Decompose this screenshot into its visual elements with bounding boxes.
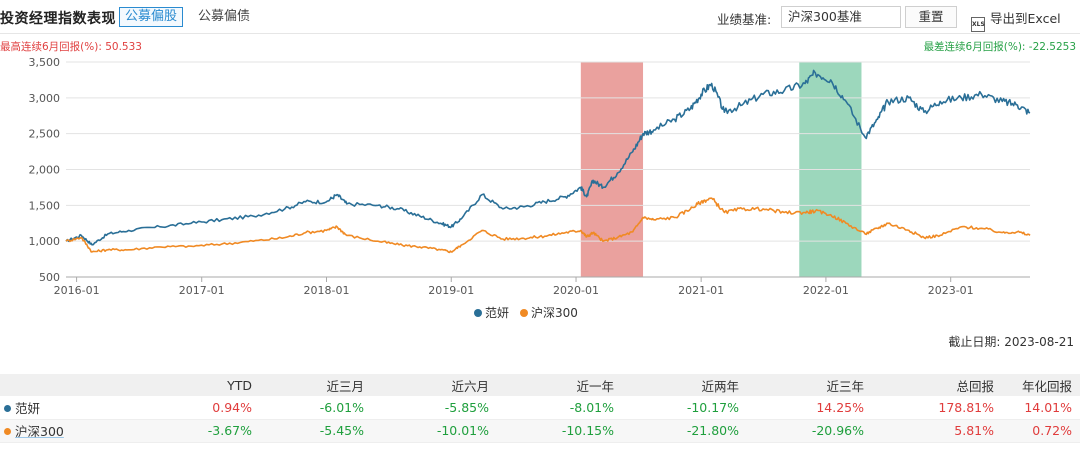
x-tick-label: 2017-01 <box>179 284 225 297</box>
col-header-annualized: 年化回报 <box>1002 374 1080 396</box>
return-cell: 178.81% <box>872 396 1002 420</box>
y-tick-label: 3,000 <box>29 92 61 105</box>
page-header: 投资经理指数表现 公募偏股 公募偏债 业绩基准: 沪深300基准 重置 XLS 导… <box>0 0 1080 34</box>
export-excel-button[interactable]: XLS 导出到Excel <box>971 8 1061 32</box>
row-name-cell: 沪深300 <box>0 419 150 443</box>
col-header-3m: 近三月 <box>260 374 372 396</box>
return-cell: -10.01% <box>372 419 497 443</box>
col-header-1y: 近一年 <box>497 374 622 396</box>
x-tick-label: 2018-01 <box>304 284 350 297</box>
tab-equity-funds[interactable]: 公募偏股 <box>119 7 184 27</box>
return-cell: -5.85% <box>372 396 497 420</box>
benchmark-select[interactable]: 沪深300基准 <box>781 6 901 28</box>
return-cell: -5.45% <box>260 419 372 443</box>
x-tick-label: 2016-01 <box>54 284 100 297</box>
return-cell: -10.17% <box>622 396 747 420</box>
col-header-total: 总回报 <box>872 374 1002 396</box>
table-row: 范妍 0.94% -6.01% -5.85% -8.01% -10.17% 14.25% 17… <box>0 396 1080 420</box>
return-cell: -20.96% <box>747 419 872 443</box>
series-line-1 <box>65 197 1031 254</box>
benchmark-label: 业绩基准: <box>717 12 772 27</box>
y-tick-label: 1,500 <box>29 199 61 212</box>
legend-label-1: 沪深300 <box>531 306 578 320</box>
x-tick-label: 2022-01 <box>803 284 849 297</box>
y-tick-label: 3,500 <box>29 56 61 69</box>
x-tick-label: 2019-01 <box>428 284 474 297</box>
col-header-3y: 近三年 <box>747 374 872 396</box>
y-tick-label: 500 <box>39 271 60 284</box>
col-header-2y: 近两年 <box>622 374 747 396</box>
best-6m-return: 最高连续6月回报(%): 50.533 <box>0 41 142 53</box>
series-dot-icon <box>4 404 11 412</box>
table-row: 沪深300 -3.67% -5.45% -10.01% -10.15% -21.80% -2… <box>0 419 1080 443</box>
col-header-6m: 近六月 <box>372 374 497 396</box>
returns-table: YTD 近三月 近六月 近一年 近两年 近三年 总回报 年化回报 范妍 0.94%… <box>0 374 1080 443</box>
y-tick-label: 2,500 <box>29 128 61 141</box>
return-cell: -8.01% <box>497 396 622 420</box>
return-cell: -10.15% <box>497 419 622 443</box>
worst-6m-return: 最差连续6月回报(%): -22.5253 <box>923 41 1076 53</box>
series-dot-icon <box>4 428 11 435</box>
page-title: 投资经理指数表现 <box>0 11 116 27</box>
return-cell: -21.80% <box>622 419 747 443</box>
return-cell: 0.72% <box>1002 419 1080 443</box>
row-name: 范妍 <box>15 400 41 416</box>
excel-file-icon: XLS <box>971 17 985 32</box>
y-tick-label: 2,000 <box>29 164 61 177</box>
reset-button[interactable]: 重置 <box>905 6 957 28</box>
legend-label-0: 范妍 <box>485 306 509 320</box>
return-cell: -3.67% <box>150 419 260 443</box>
x-tick-label: 2021-01 <box>678 284 724 297</box>
y-tick-label: 1,000 <box>29 235 61 248</box>
return-cell: 5.81% <box>872 419 1002 443</box>
return-cell: 0.94% <box>150 396 260 420</box>
legend-marker-1 <box>520 309 528 317</box>
x-tick-label: 2020-01 <box>553 284 599 297</box>
tab-bond-funds[interactable]: 公募偏债 <box>198 9 251 24</box>
series-line-0 <box>65 69 1031 246</box>
legend-marker-0 <box>474 309 482 317</box>
col-header-ytd: YTD <box>150 374 260 396</box>
x-tick-label: 2023-01 <box>928 284 974 297</box>
export-label: 导出到Excel <box>990 11 1061 26</box>
row-name-cell: 范妍 <box>0 396 150 420</box>
return-cell: 14.25% <box>747 396 872 420</box>
as-of-date: 截止日期: 2023-08-21 <box>948 335 1074 349</box>
table-header-row: YTD 近三月 近六月 近一年 近两年 近三年 总回报 年化回报 <box>0 374 1080 396</box>
col-header-name <box>0 374 150 396</box>
return-cell: -6.01% <box>260 396 372 420</box>
performance-chart: 500 1,000 1,500 2,000 2,500 3,000 3,500 2016-01… <box>29 56 1031 320</box>
return-cell: 14.01% <box>1002 396 1080 420</box>
row-name[interactable]: 沪深300 <box>15 424 64 439</box>
